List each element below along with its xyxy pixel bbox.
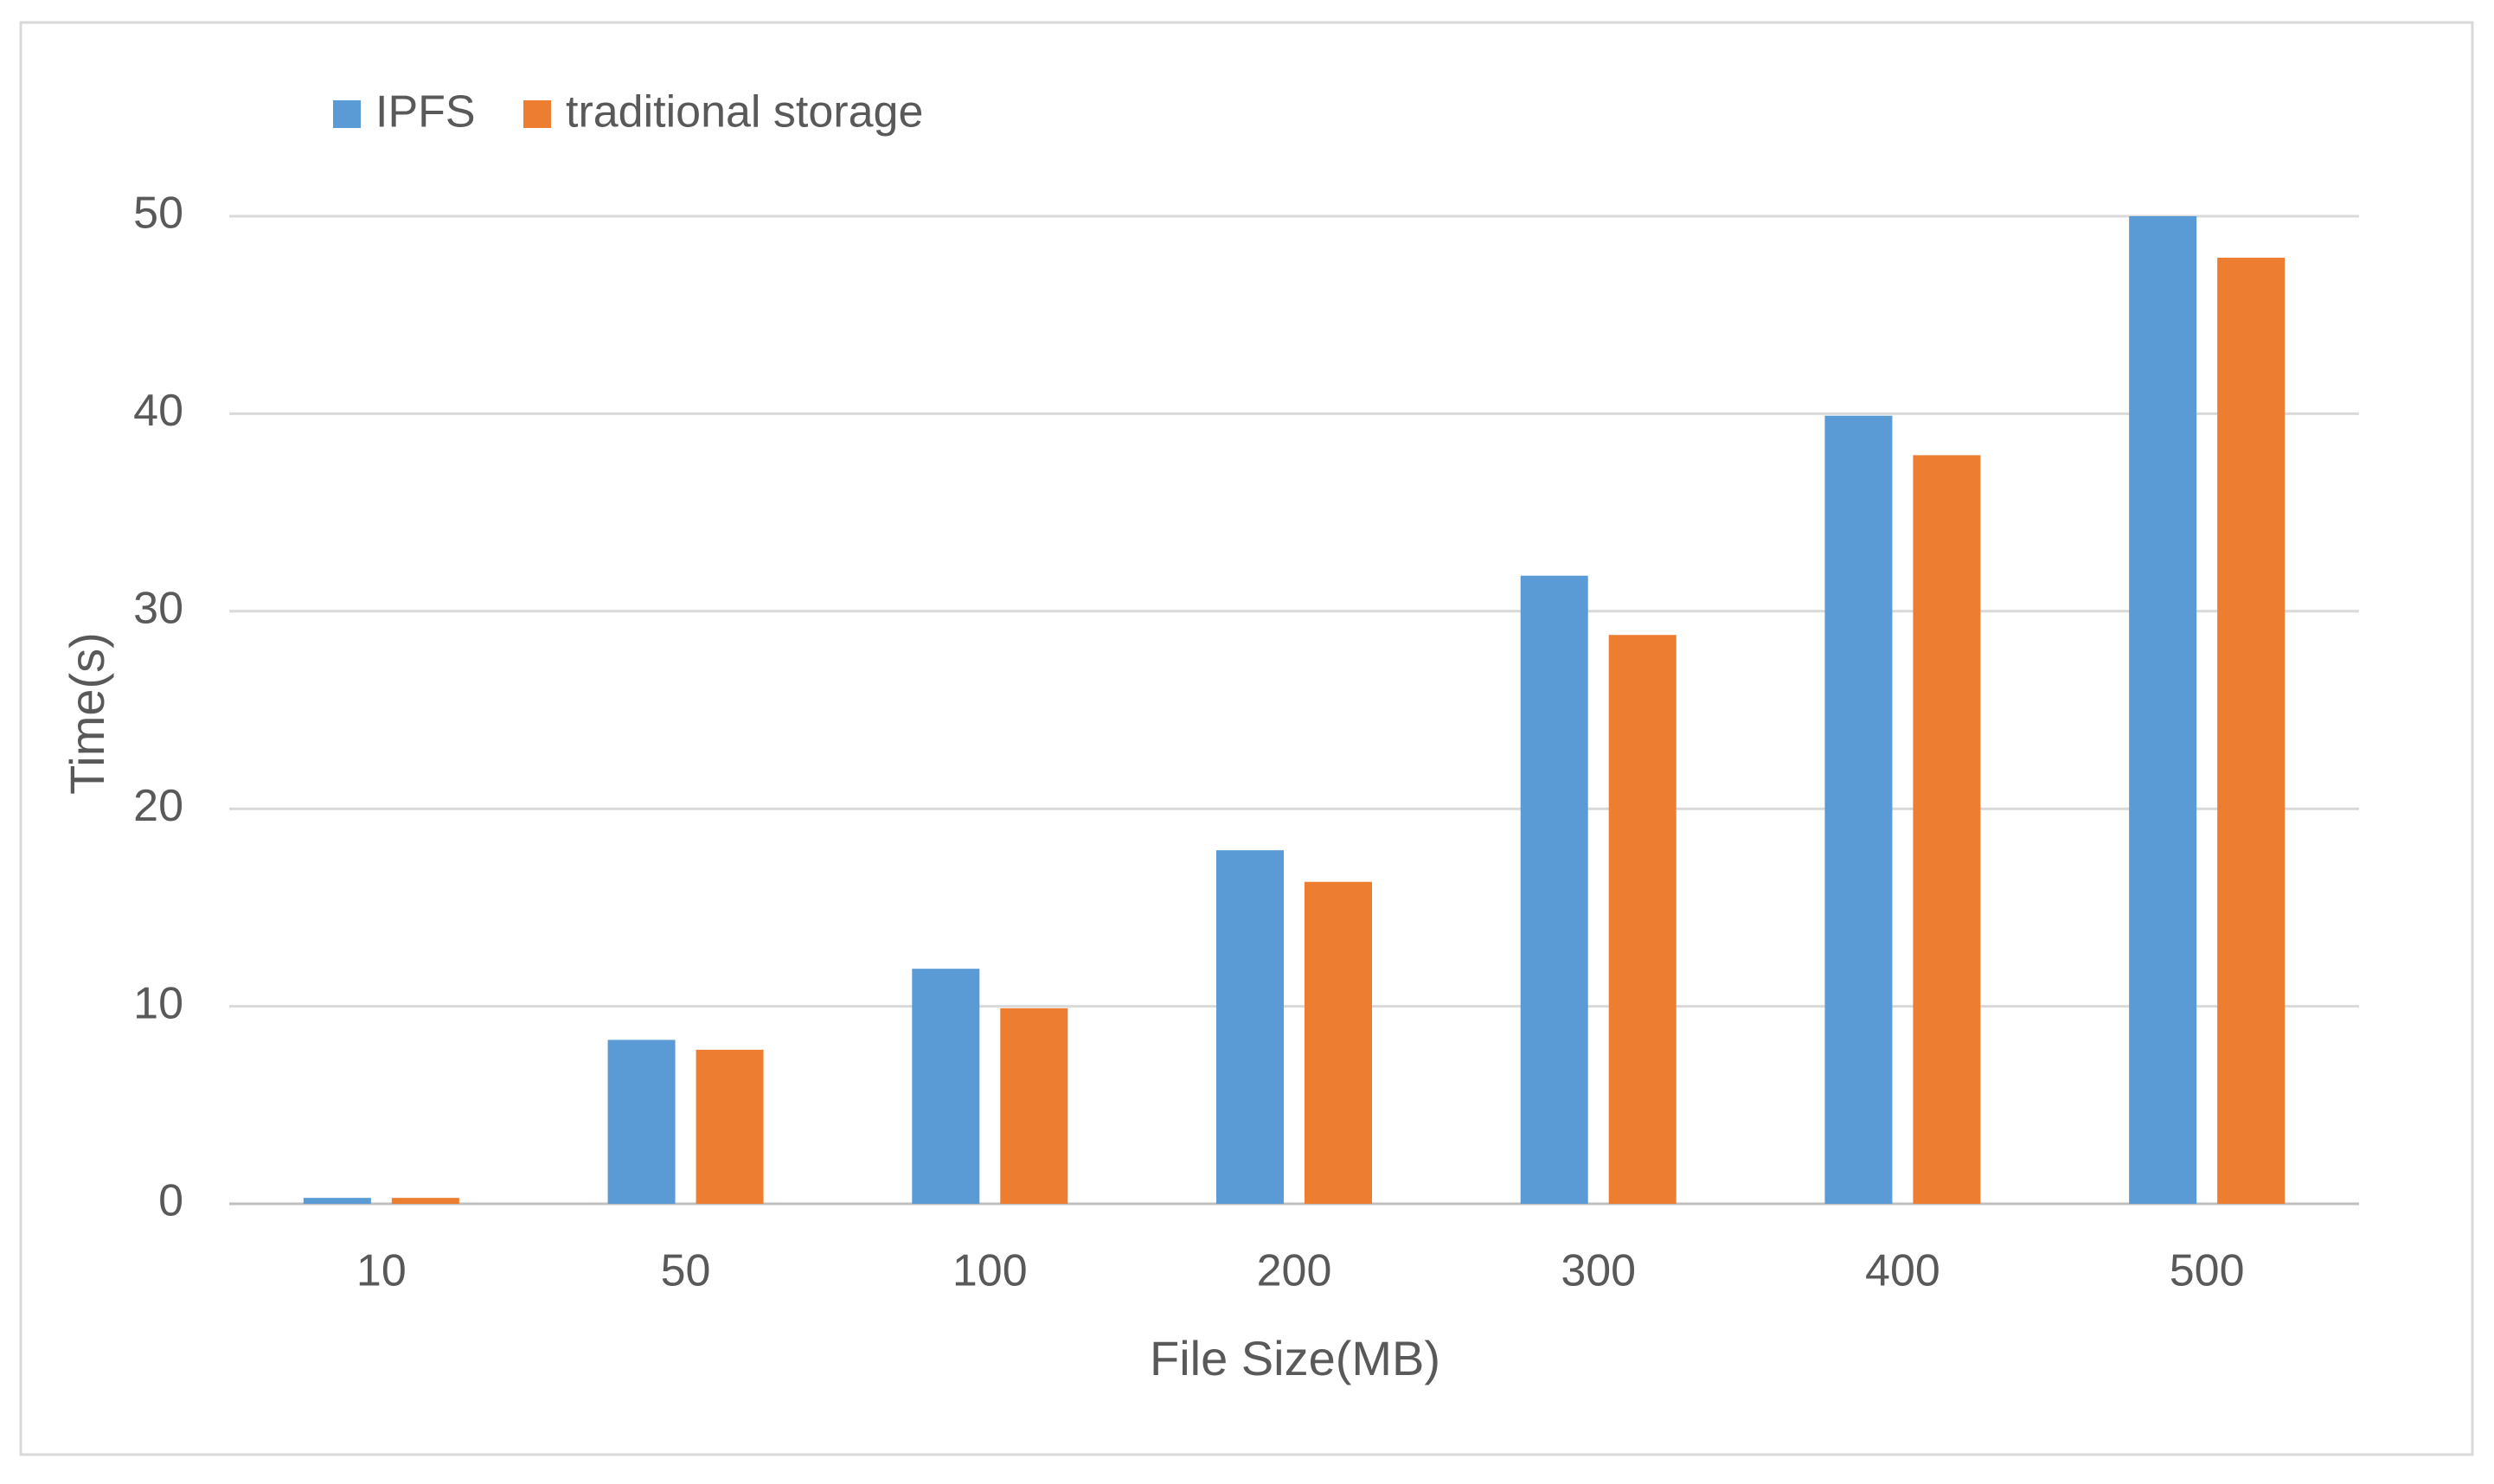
bar-traditional-storage-50 bbox=[696, 1049, 764, 1204]
x-axis-title: File Size(MB) bbox=[1150, 1331, 1440, 1385]
y-tick-label: 10 bbox=[133, 978, 183, 1028]
legend-swatch-ipfs bbox=[333, 100, 361, 128]
bar-ipfs-500 bbox=[2129, 216, 2197, 1204]
legend-swatch-traditional-storage bbox=[523, 100, 551, 128]
bar-ipfs-100 bbox=[912, 969, 980, 1204]
y-tick-label: 40 bbox=[133, 386, 183, 436]
legend: IPFS traditional storage bbox=[333, 87, 923, 138]
legend-label-traditional-storage: traditional storage bbox=[566, 87, 923, 138]
x-tick-label: 400 bbox=[1865, 1246, 1940, 1296]
gridlines bbox=[229, 214, 2359, 1206]
y-tick-label: 20 bbox=[133, 781, 183, 831]
y-tick-labels: 0 10 20 30 40 50 bbox=[133, 189, 183, 1226]
legend-label-ipfs: IPFS bbox=[375, 87, 476, 138]
x-tick-label: 500 bbox=[2170, 1246, 2245, 1296]
chart-border bbox=[19, 21, 2474, 1456]
x-tick-labels: 10 50 100 200 300 400 500 bbox=[356, 1246, 2245, 1296]
x-tick-label: 10 bbox=[356, 1246, 407, 1296]
x-tick-label: 300 bbox=[1561, 1246, 1636, 1296]
y-tick-label: 30 bbox=[133, 584, 183, 634]
bars bbox=[303, 216, 2286, 1205]
y-tick-label: 0 bbox=[158, 1176, 183, 1226]
bar-traditional-storage-300 bbox=[1608, 635, 1677, 1204]
bar-traditional-storage-200 bbox=[1305, 881, 1372, 1204]
bar-traditional-storage-10 bbox=[391, 1198, 459, 1204]
bar-traditional-storage-500 bbox=[2217, 257, 2286, 1204]
bar-ipfs-400 bbox=[1824, 415, 1893, 1205]
x-tick-label: 50 bbox=[661, 1246, 711, 1296]
bar-ipfs-50 bbox=[607, 1039, 676, 1204]
x-tick-label: 100 bbox=[952, 1246, 1028, 1296]
y-axis-title: Time(s) bbox=[60, 632, 114, 795]
bar-ipfs-10 bbox=[303, 1198, 371, 1204]
x-tick-label: 200 bbox=[1257, 1246, 1332, 1296]
y-tick-label: 50 bbox=[133, 189, 183, 239]
bar-traditional-storage-400 bbox=[1913, 455, 1981, 1204]
bar-traditional-storage-100 bbox=[1000, 1007, 1068, 1204]
bar-ipfs-200 bbox=[1216, 850, 1284, 1204]
bar-ipfs-300 bbox=[1520, 575, 1588, 1204]
